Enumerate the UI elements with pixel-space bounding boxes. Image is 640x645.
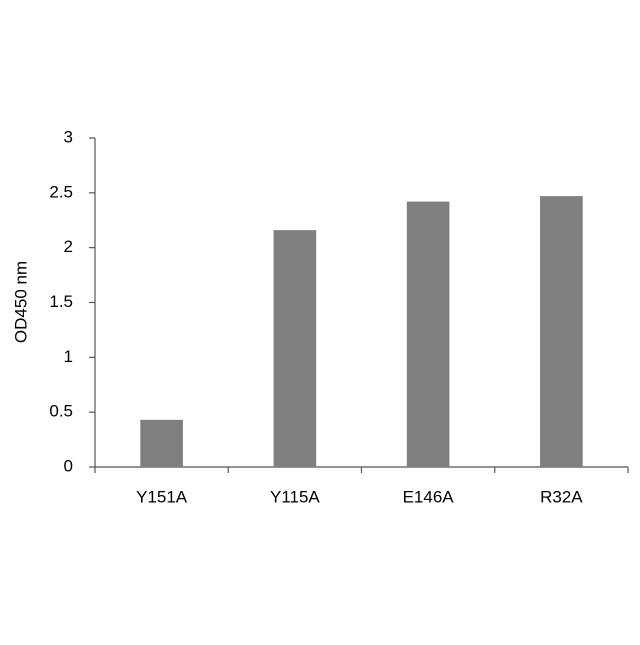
bar	[274, 230, 317, 467]
y-tick-label: 0.5	[49, 402, 73, 421]
y-tick-label: 1	[64, 347, 73, 366]
x-tick-label: R32A	[540, 487, 583, 506]
x-tick-label: E146A	[403, 487, 455, 506]
bar	[540, 196, 583, 467]
y-axis-label: OD450 nm	[11, 261, 30, 343]
y-tick-label: 2.5	[49, 182, 73, 201]
y-tick-label: 0	[64, 456, 73, 475]
y-tick-label: 3	[64, 127, 73, 146]
y-tick-label: 2	[64, 237, 73, 256]
x-tick-label: Y115A	[270, 487, 320, 506]
bar	[407, 202, 450, 467]
bar	[140, 420, 183, 467]
y-tick-label: 1.5	[49, 292, 73, 311]
chart: OD450 nm 0 0.5 1 1.5 2 2.5 3 Y151A Y115A E146A R32…	[0, 0, 640, 640]
x-tick-label: Y151A	[136, 487, 188, 506]
